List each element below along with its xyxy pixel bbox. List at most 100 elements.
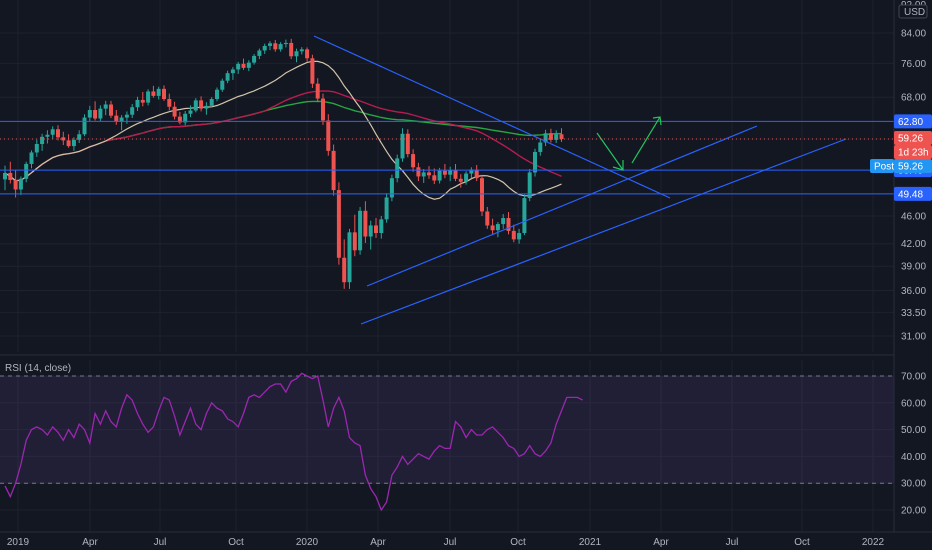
- trendline-channel-upper[interactable]: [366, 125, 758, 287]
- level-tag-text: 49.48: [898, 189, 923, 200]
- arrow-down-projection[interactable]: [596, 132, 624, 171]
- rsi-tick-label: 20.00: [901, 506, 926, 517]
- candle: [501, 214, 506, 229]
- candle-body: [421, 172, 426, 177]
- candle: [98, 105, 103, 122]
- candle-body: [273, 43, 278, 50]
- candle: [480, 174, 484, 217]
- candle-body: [474, 169, 479, 179]
- candle-body: [230, 69, 235, 74]
- candle-body: [464, 173, 469, 182]
- candle: [533, 148, 537, 177]
- candle-body: [299, 49, 304, 52]
- candle-body: [495, 224, 500, 231]
- rsi-tick-label: 70.00: [901, 372, 926, 383]
- candle-body: [193, 100, 198, 111]
- last-price-tag-bg: [894, 131, 932, 146]
- time-tick-label: Apr: [82, 537, 98, 548]
- price-tick-label: 46.00: [901, 212, 926, 223]
- level-tag: 49.48: [894, 186, 932, 201]
- horizontal-levels[interactable]: [0, 120, 894, 195]
- price-tick-label: 36.00: [901, 286, 926, 297]
- candle: [538, 139, 543, 156]
- trendline-descending[interactable]: [313, 35, 671, 199]
- candle-body: [66, 140, 71, 147]
- candle: [495, 222, 500, 238]
- candle: [347, 228, 352, 289]
- candle-body: [29, 152, 34, 164]
- price-tick-label: 76.00: [901, 59, 926, 70]
- candle: [517, 228, 522, 244]
- projection-arrows[interactable]: [596, 116, 662, 171]
- candle: [299, 47, 304, 55]
- candle-body: [321, 98, 325, 121]
- candle: [384, 193, 389, 223]
- candle-body: [379, 219, 384, 234]
- rsi-indicator-label[interactable]: RSI (14, close): [5, 363, 71, 374]
- candle-body: [559, 134, 564, 140]
- candle-body: [151, 91, 156, 96]
- post-price-tag: Post 59.26: [870, 159, 932, 174]
- post-price-text: 59.26: [898, 162, 923, 173]
- candle-body: [130, 107, 135, 115]
- countdown-tag-text: 1d 23h: [898, 148, 929, 159]
- candle: [135, 96, 140, 111]
- arrow-down-head: [612, 160, 624, 171]
- candle-body: [389, 178, 394, 198]
- candle: [321, 93, 325, 125]
- candle: [177, 111, 182, 125]
- rsi-tick-label: 40.00: [901, 452, 926, 463]
- candle-body: [278, 44, 283, 50]
- candle-body: [156, 88, 161, 96]
- candle: [310, 54, 315, 88]
- candle-body: [358, 210, 363, 251]
- last-price-tag: 59.26: [894, 131, 932, 146]
- ma-short-line: [4, 60, 562, 200]
- candle: [273, 39, 278, 52]
- candle: [389, 174, 394, 202]
- arrow-up-head: [652, 116, 662, 126]
- candle-body: [172, 106, 177, 117]
- price-tick-label: 68.00: [901, 93, 926, 104]
- candle-body: [400, 133, 405, 159]
- candle: [262, 43, 267, 54]
- candle: [87, 105, 92, 121]
- drawn-trendlines[interactable]: [313, 35, 847, 325]
- arrow-up-projection[interactable]: [631, 116, 661, 164]
- candle: [464, 171, 469, 185]
- candle-body: [543, 133, 548, 143]
- candle-body: [533, 151, 537, 173]
- rsi-axis-ticks: 20.00 30.00 40.00 50.00 60.00 70.00: [901, 372, 926, 517]
- candle-body: [368, 225, 373, 237]
- candle-body: [135, 99, 140, 108]
- candle-body: [432, 175, 437, 181]
- candle: [257, 48, 262, 60]
- level-tag-bg: [894, 114, 932, 129]
- candle: [411, 149, 416, 172]
- candle: [18, 176, 23, 195]
- candle-body: [177, 116, 182, 123]
- candle: [469, 167, 474, 179]
- candle: [427, 166, 431, 179]
- candle: [40, 133, 45, 151]
- candle: [283, 39, 288, 48]
- candle: [225, 70, 230, 84]
- price-axis-ticks: 31.00 33.50 36.00 39.00 42.00 46.00 68.00 76.00…: [901, 29, 926, 343]
- rsi-tick-label: 50.00: [901, 425, 926, 436]
- candle: [448, 166, 453, 182]
- time-tick-label: 2021: [579, 537, 602, 548]
- rsi-tick-label: 30.00: [901, 479, 926, 490]
- countdown-tag: 1d 23h: [894, 145, 932, 160]
- currency-badge[interactable]: USD: [898, 4, 928, 19]
- candle: [506, 212, 511, 235]
- candle: [114, 110, 119, 125]
- candle: [66, 134, 71, 148]
- candle: [416, 162, 421, 182]
- price-tick-label: 33.50: [901, 308, 926, 319]
- trendline-channel-lower[interactable]: [360, 138, 847, 325]
- candle-body: [24, 163, 29, 179]
- candle-body: [289, 42, 294, 57]
- candle: [172, 101, 177, 120]
- price-axis-background: [894, 0, 932, 550]
